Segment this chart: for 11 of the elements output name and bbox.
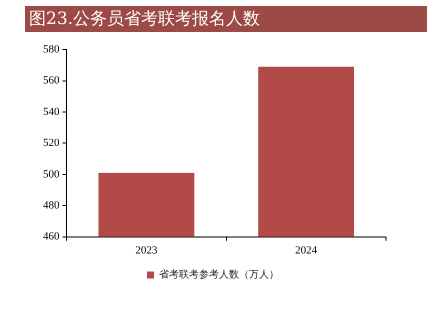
y-tick-label: 460 — [43, 230, 60, 243]
y-tick-label: 480 — [43, 199, 60, 212]
legend-label: 省考联考参考人数（万人） — [159, 268, 279, 281]
y-tick-label: 520 — [43, 137, 60, 150]
y-tick-label: 500 — [43, 168, 60, 180]
chart-title: 图23.公务员省考联考报名人数 — [25, 6, 427, 32]
y-tick-label: 580 — [43, 43, 60, 56]
y-tick-label: 560 — [43, 74, 60, 87]
x-tick-label: 2023 — [135, 244, 158, 256]
y-tick-label: 540 — [43, 106, 60, 118]
x-tick-label: 2024 — [295, 244, 318, 256]
